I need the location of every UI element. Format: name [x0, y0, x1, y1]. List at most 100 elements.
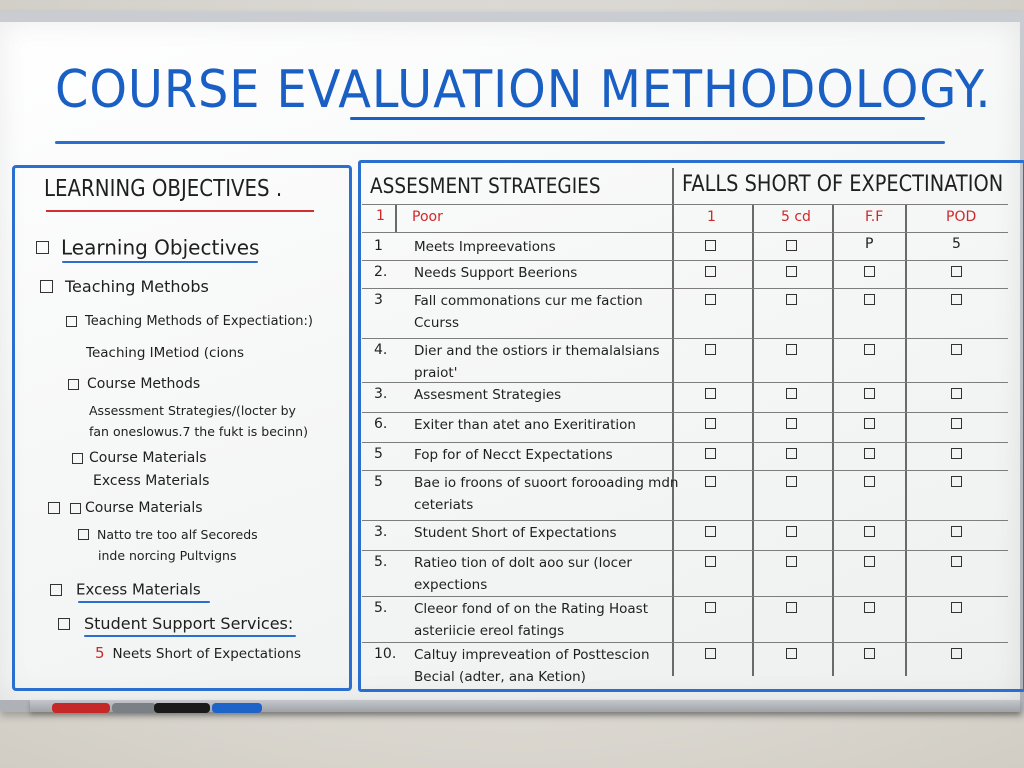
checkbox-icon[interactable]	[786, 526, 797, 537]
checkbox-icon[interactable]	[864, 294, 875, 305]
checkbox-icon[interactable]	[864, 648, 875, 659]
subheader-number: 1	[376, 208, 385, 224]
checkbox-icon[interactable]	[705, 602, 716, 613]
checkbox-icon[interactable]	[786, 388, 797, 399]
row-number: 10.	[374, 646, 397, 662]
objective-item: Course Methods	[68, 376, 200, 392]
whiteboard	[0, 22, 1020, 700]
subheader-col: POD	[946, 209, 977, 225]
row-number: 5	[374, 446, 383, 462]
checkbox-icon[interactable]	[951, 294, 962, 305]
subheader-label: Poor	[412, 209, 443, 225]
item-underline	[84, 635, 296, 637]
checkbox-icon[interactable]	[864, 448, 875, 459]
checkbox-icon[interactable]	[705, 240, 716, 251]
checkbox-icon	[66, 316, 77, 327]
checkbox-icon[interactable]	[705, 266, 716, 277]
checkbox-icon[interactable]	[705, 648, 716, 659]
table-rule	[362, 260, 1008, 262]
rating-mark: 5	[952, 236, 961, 252]
checkbox-icon[interactable]	[864, 388, 875, 399]
item-underline	[78, 601, 210, 603]
row-text: Bae io froons of suoort forooading mdn	[414, 475, 679, 491]
checkbox-icon[interactable]	[705, 556, 716, 567]
table-divider	[832, 204, 834, 676]
row-text: asteriicie ereol fatings	[414, 623, 565, 639]
checkbox-icon[interactable]	[786, 448, 797, 459]
checkbox-icon[interactable]	[786, 556, 797, 567]
checkbox-icon[interactable]	[864, 556, 875, 567]
checkbox-icon[interactable]	[705, 294, 716, 305]
objective-item: Excess Materials	[50, 580, 201, 599]
row-text: Exiter than atet ano Exeritiration	[414, 417, 636, 433]
row-text: Student Short of Expectations	[414, 525, 617, 541]
objective-item: fan oneslowus.7 the fukt is becinn)	[89, 424, 308, 439]
objective-item: 5 Neets Short of Expectations	[95, 644, 301, 662]
checkbox-icon	[68, 378, 79, 390]
row-text: Dier and the ostiors ir themalalsians	[414, 343, 660, 359]
table-rule	[362, 642, 1008, 644]
checkbox-icon[interactable]	[951, 648, 962, 659]
checkbox-icon[interactable]	[786, 240, 797, 251]
checkbox-icon[interactable]	[786, 476, 797, 487]
checkbox-icon[interactable]	[951, 266, 962, 277]
table-rule	[362, 288, 1008, 290]
table-rule	[362, 232, 1008, 234]
black-marker[interactable]	[154, 703, 210, 713]
checkbox-icon	[58, 617, 70, 630]
table-rule	[362, 338, 1008, 340]
objective-item: Natto tre too alf Secoreds	[78, 526, 258, 542]
checkbox-icon[interactable]	[705, 388, 716, 399]
checkbox-icon[interactable]	[786, 418, 797, 429]
table-rule	[362, 412, 1008, 414]
checkbox-icon[interactable]	[705, 476, 716, 487]
checkbox-icon[interactable]	[951, 418, 962, 429]
row-text: Caltuy impreveation of Posttescion	[414, 647, 650, 663]
checkbox-icon[interactable]	[951, 448, 962, 459]
checkbox-icon[interactable]	[951, 556, 962, 567]
row-text: Ratieo tion of dolt aoo sur (locer	[414, 555, 632, 571]
row-number: 5.	[374, 554, 388, 570]
blue-marker[interactable]	[212, 703, 262, 713]
objective-item: Course Materials	[72, 450, 207, 466]
checkbox-icon[interactable]	[786, 294, 797, 305]
checkbox-icon[interactable]	[864, 418, 875, 429]
objective-item: Teaching Methods of Expectiation:)	[66, 314, 313, 329]
objective-item: inde norcing Pultvigns	[98, 548, 237, 563]
checkbox-icon[interactable]	[786, 266, 797, 277]
table-divider	[672, 168, 674, 676]
checkbox-icon[interactable]	[786, 344, 797, 355]
checkbox-icon	[40, 280, 53, 293]
checkbox-icon[interactable]	[705, 344, 716, 355]
checkbox-icon[interactable]	[864, 476, 875, 487]
row-number: 1	[374, 238, 383, 254]
checkbox-icon[interactable]	[705, 418, 716, 429]
checkbox-icon[interactable]	[786, 648, 797, 659]
checkbox-icon[interactable]	[951, 388, 962, 399]
checkbox-icon[interactable]	[864, 266, 875, 277]
objective-item: Excess Materials	[93, 473, 210, 489]
checkbox-icon[interactable]	[951, 602, 962, 613]
checkbox-icon[interactable]	[951, 526, 962, 537]
red-marker[interactable]	[52, 703, 110, 713]
row-text: Assesment Strategies	[414, 387, 562, 403]
checkbox-icon[interactable]	[951, 344, 962, 355]
row-number: 6.	[374, 416, 388, 432]
table-rule	[362, 550, 1008, 552]
row-number: 2.	[374, 264, 388, 280]
objective-item: Teaching IMetiod (cions	[86, 345, 245, 361]
objective-item: Learning Objectives	[36, 234, 259, 260]
row-text: Fall commonations cur me faction	[414, 293, 643, 309]
checkbox-icon[interactable]	[786, 602, 797, 613]
checkbox-icon[interactable]	[864, 344, 875, 355]
row-number: 5.	[374, 600, 388, 616]
checkbox-icon[interactable]	[864, 526, 875, 537]
checkbox-icon[interactable]	[705, 526, 716, 537]
title-underline-long	[55, 141, 945, 144]
checkbox-icon[interactable]	[951, 476, 962, 487]
table-rule	[362, 204, 1008, 206]
checkbox-icon[interactable]	[705, 448, 716, 459]
gray-marker[interactable]	[112, 703, 156, 713]
checkbox-icon[interactable]	[864, 602, 875, 613]
row-text: Ccurss	[414, 315, 460, 331]
